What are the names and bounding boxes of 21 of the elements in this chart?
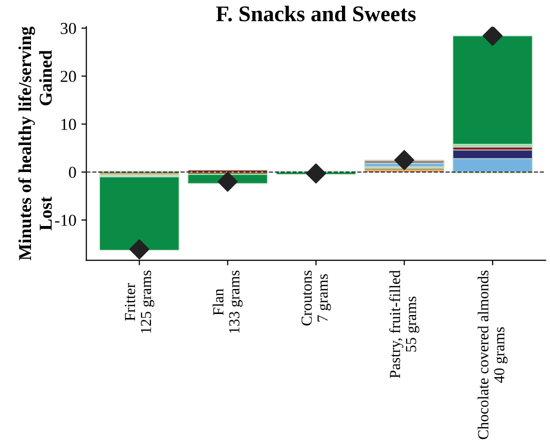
point	[218, 172, 238, 192]
y-tick-label: 0	[68, 166, 76, 178]
y-tick-label: 30	[60, 22, 76, 34]
point	[306, 163, 326, 184]
x-tick-label: Fritter 125 grams	[124, 270, 154, 333]
y-tick-label: -10	[55, 214, 76, 226]
x-tick-label: Pastry, fruit-filled 55 grams	[389, 270, 420, 378]
y-axis-title: Minutes of healthy life/serving	[18, 26, 35, 260]
point	[482, 26, 503, 46]
chart-title: F. Snacks and Sweets	[216, 6, 416, 22]
text: Lost	[40, 196, 52, 230]
x-tick-label: Flan 133 grams	[212, 270, 243, 333]
y-tick-label: 20	[60, 70, 76, 82]
point	[129, 239, 150, 260]
bar	[452, 35, 533, 145]
x-tick-label: Chocolate covered almonds 40 grams	[478, 270, 508, 440]
x-tick-label: Croutons 7 grams	[302, 270, 331, 326]
text: Gained	[39, 50, 52, 106]
y-tick-label: 10	[61, 118, 76, 130]
point	[394, 150, 414, 170]
bar	[99, 176, 180, 251]
